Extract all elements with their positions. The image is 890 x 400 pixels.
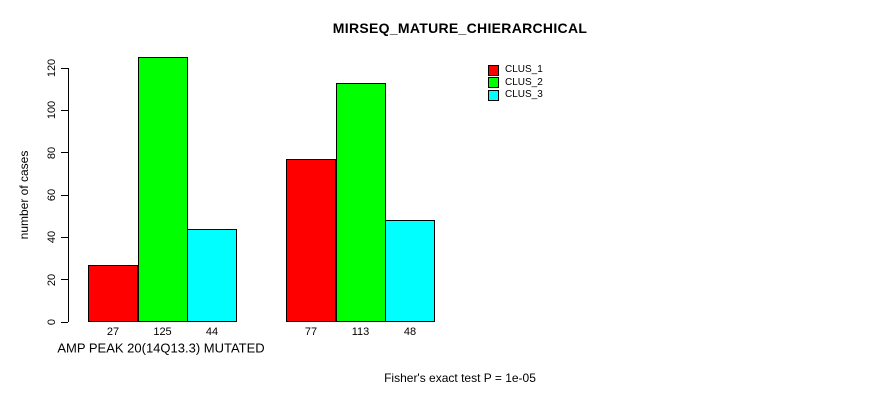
bar-clus_3-group_2: [385, 220, 435, 322]
bar-value-label: 77: [304, 326, 318, 338]
y-tick-label: 80: [46, 146, 58, 159]
y-tick-label: 100: [46, 101, 58, 120]
bar-clus_2-group_1: [137, 57, 188, 322]
y-tick-mark: [61, 321, 68, 323]
y-axis-line: [68, 68, 69, 322]
chart-title: MIRSEQ_MATURE_CHIERARCHICAL: [332, 20, 588, 36]
legend-swatch-icon: [488, 77, 499, 89]
y-tick-mark: [61, 109, 68, 111]
legend-label: CLUS_3: [505, 89, 543, 101]
legend-swatch-icon: [488, 64, 499, 76]
bar-value-label: 27: [106, 326, 120, 338]
legend-label: CLUS_1: [505, 64, 543, 76]
bar-value-label: 125: [153, 326, 172, 338]
y-tick-label: 0: [46, 318, 58, 326]
y-tick-mark: [61, 194, 68, 196]
y-tick-mark: [61, 279, 68, 281]
bar-clus_3-group_1: [187, 228, 237, 322]
y-tick-label: 120: [46, 58, 58, 78]
y-tick-label: 40: [46, 231, 58, 244]
legend-swatch-icon: [488, 89, 499, 101]
y-axis-label: number of cases: [17, 150, 31, 240]
y-tick-mark: [61, 236, 68, 238]
legend: CLUS_1 CLUS_2 CLUS_3: [488, 64, 543, 102]
legend-row: CLUS_3: [488, 89, 543, 102]
bar-clus_2-group_2: [335, 82, 386, 322]
legend-row: CLUS_2: [488, 77, 543, 90]
y-tick-mark: [61, 67, 68, 69]
bar-value-label: 48: [403, 326, 417, 338]
y-tick-label: 20: [46, 273, 58, 286]
x-axis-label: AMP PEAK 20(14Q13.3) MUTATED: [57, 340, 265, 356]
legend-label: CLUS_2: [505, 76, 543, 88]
legend-row: CLUS_1: [488, 64, 543, 77]
bar-value-label: 44: [205, 326, 219, 338]
fisher-test-text: Fisher's exact test P = 1e-05: [384, 371, 536, 385]
bar-clus_1-group_1: [88, 264, 138, 322]
y-tick-mark: [61, 152, 68, 154]
bar-value-label: 113: [351, 326, 370, 338]
bar-clus_1-group_2: [286, 159, 336, 322]
y-tick-label: 60: [46, 188, 58, 202]
